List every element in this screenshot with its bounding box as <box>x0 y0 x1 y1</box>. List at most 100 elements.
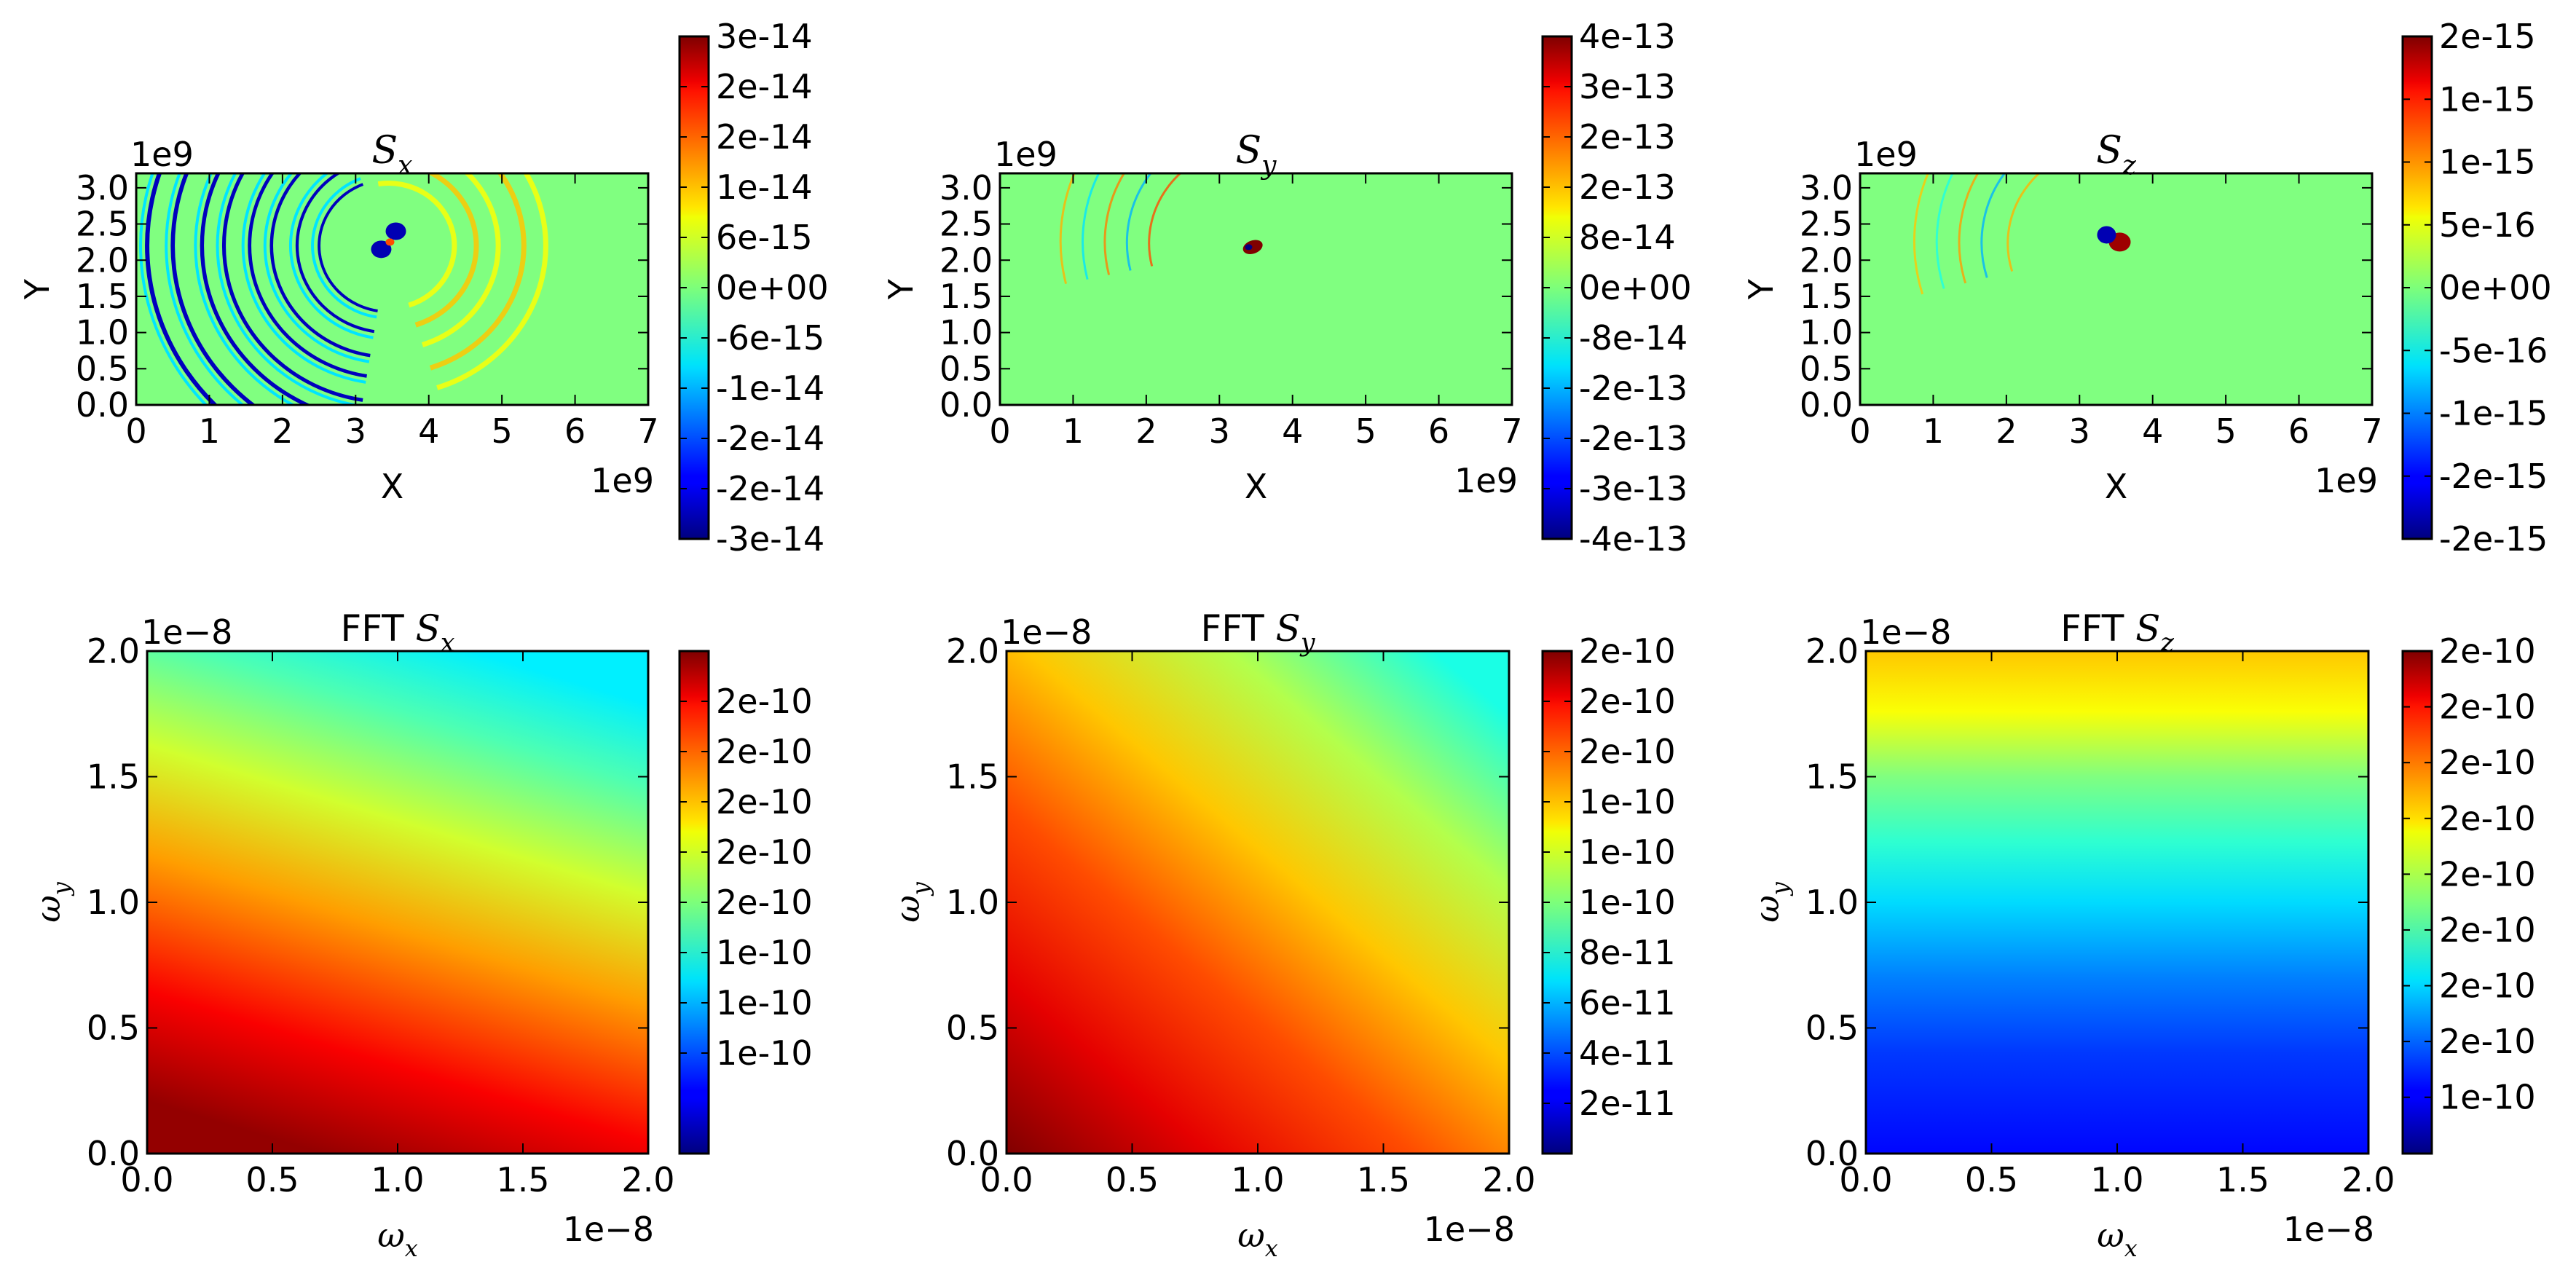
y-tick-label: 0.5 <box>1800 349 1853 388</box>
x-tick-label: 1.0 <box>371 1160 424 1199</box>
colorbar-tick-label: 1e-10 <box>716 983 813 1022</box>
y-tick-label: 1.0 <box>1800 313 1853 352</box>
x-tick-label: 2 <box>1135 411 1157 451</box>
colorbar-tick-label: -2e-13 <box>1579 419 1687 458</box>
colorbar-tick-label: 2e-13 <box>1579 168 1676 207</box>
y-tick-label: 1.5 <box>946 757 999 797</box>
x-tick-label: 1.5 <box>496 1160 549 1199</box>
colorbar-tick-label: 2e-10 <box>2439 743 2536 782</box>
colorbar-tick-label: 1e-10 <box>716 933 813 972</box>
x-tick-label: 1 <box>199 411 220 451</box>
x-axis-label: X <box>381 467 404 506</box>
colorbar: 2e-15 1e-15 1e-15 5e-16 0e+00 -5e-16 -1e-15 -2e… <box>2401 17 2552 559</box>
colorbar-tick-label: -1e-15 <box>2439 394 2548 433</box>
colorbar-tick-label: -3e-13 <box>1579 469 1687 508</box>
colorbar-tick-label: 0e+00 <box>716 268 829 307</box>
colorbar-tick-label: 5e-16 <box>2439 205 2536 245</box>
y-tick-label: 0.0 <box>76 385 129 425</box>
colorbar-tick-label: 2e-10 <box>716 682 813 721</box>
colorbar-tick-label: 2e-10 <box>2439 910 2536 950</box>
colorbar-tick-label: 2e-13 <box>1579 117 1676 157</box>
colorbar-tick-label: 3e-14 <box>716 17 813 56</box>
x-tick-label: 3 <box>345 411 366 451</box>
y-tick-label: 2.0 <box>1800 240 1853 280</box>
y-tick-label: 1.5 <box>87 757 140 797</box>
colorbar-tick-label: -2e-15 <box>2439 519 2548 559</box>
colorbar-tick-label: 2e-10 <box>1579 682 1676 721</box>
y-tick-label: 0.0 <box>87 1134 140 1173</box>
x-offset-label: 1e−8 <box>563 1210 654 1249</box>
x-tick-label: 0 <box>125 411 146 451</box>
y-tick-label: 3.0 <box>940 168 993 208</box>
colorbar-tick-label: 2e-10 <box>1579 732 1676 771</box>
x-tick-label: 0.5 <box>1965 1160 2018 1199</box>
colorbar-tick-label: 2e-10 <box>2439 631 2536 671</box>
x-tick-label: 0.0 <box>120 1160 173 1199</box>
x-tick-label: 2 <box>272 411 293 451</box>
colorbar-tick-label: 1e-14 <box>716 168 813 207</box>
y-tick-label: 0.5 <box>76 349 129 388</box>
colorbar-tick-label: 1e-15 <box>2439 79 2536 119</box>
y-axis-label: ωy <box>888 881 934 923</box>
colorbar: 2e-10 2e-10 2e-10 2e-10 2e-10 2e-10 2e-10 2e-10… <box>2401 631 2536 1155</box>
x-tick-label: 0.0 <box>1839 1160 1892 1199</box>
colorbar-tick-label: 8e-11 <box>1579 933 1676 972</box>
colorbar-tick-label: 2e-10 <box>2439 1022 2536 1061</box>
x-tick-label: 1.0 <box>1231 1160 1284 1199</box>
colorbar-tick-label: 1e-10 <box>2439 1078 2536 1117</box>
x-tick-label: 6 <box>1428 411 1449 451</box>
colorbar-tick-label: 2e-10 <box>2439 799 2536 838</box>
y-tick-label: 2.5 <box>940 205 993 244</box>
colorbar-tick-label: -4e-13 <box>1579 519 1687 559</box>
x-tick-label: 1.5 <box>1357 1160 1410 1199</box>
y-tick-label: 0.5 <box>87 1009 140 1048</box>
subplot-fsx: 0.0 0.5 1.0 1.5 2.00.00.51.01.52.0 1e−81e−8FF… <box>28 607 813 1262</box>
colorbar-tick-label: 4e-11 <box>1579 1033 1676 1073</box>
x-tick-label: 6 <box>2288 411 2309 451</box>
colorbar-tick-label: 8e-14 <box>1579 218 1676 257</box>
y-tick-label: 0.0 <box>940 385 993 425</box>
plot-title: FFT Sy <box>1200 607 1315 658</box>
subplot-sy: 0 1 2 3 4 5 6 70.00.51.01.52.02.53.01e91e9SyXY4… <box>881 17 1692 559</box>
y-tick-label: 2.0 <box>87 631 140 671</box>
colorbar-tick-label: 6e-15 <box>716 218 813 257</box>
colorbar-tick-label: -8e-14 <box>1579 318 1687 358</box>
heatmap-image <box>1000 173 1512 405</box>
x-tick-label: 0.5 <box>245 1160 299 1199</box>
y-tick-label: 2.5 <box>76 205 129 244</box>
axes-frame <box>1859 172 2374 406</box>
colorbar-tick-label: 2e-14 <box>716 67 813 106</box>
y-tick-label: 1.0 <box>946 883 999 922</box>
heatmap-image <box>1007 651 1509 1154</box>
y-tick-label: 1.5 <box>1805 757 1859 797</box>
y-axis-label: Y <box>1741 278 1781 300</box>
colorbar-tick-label: 2e-10 <box>716 782 813 821</box>
plot-title: FFT Sx <box>340 607 454 658</box>
y-tick-label: 0.0 <box>946 1134 999 1173</box>
axes-frame <box>135 172 650 406</box>
x-tick-label: 0.5 <box>1106 1160 1159 1199</box>
x-offset-label: 1e−8 <box>2283 1210 2374 1249</box>
x-tick-label: 4 <box>1282 411 1303 451</box>
heatmap-image <box>1860 173 2372 405</box>
colorbar-tick-label: 2e-10 <box>716 883 813 922</box>
colorbar-tick-label: 4e-13 <box>1579 17 1676 56</box>
x-tick-label: 7 <box>637 411 658 451</box>
y-tick-label: 0.0 <box>1800 385 1853 425</box>
colorbar: 4e-13 3e-13 2e-13 2e-13 8e-14 0e+00 -8e-14 -2e-… <box>1541 17 1692 559</box>
x-tick-label: 6 <box>564 411 586 451</box>
x-tick-label: 0.0 <box>980 1160 1033 1199</box>
heatmap-image <box>147 651 648 1154</box>
colorbar-tick-label: 1e-10 <box>1579 782 1676 821</box>
colorbar-tick-label: -6e-15 <box>716 318 824 358</box>
y-offset-label: 1e−8 <box>141 612 232 652</box>
y-tick-label: 2.0 <box>940 240 993 280</box>
colorbar-tick-label: 2e-10 <box>716 732 813 771</box>
subplot-sx: 0 1 2 3 4 5 6 70.00.51.01.52.02.53.01e91e9SxXY3… <box>17 17 829 559</box>
y-tick-label: 1.0 <box>76 313 129 352</box>
colorbar-tick-label: -3e-14 <box>716 519 824 559</box>
colorbar: 2e-10 2e-10 2e-10 2e-10 2e-10 1e-10 1e-10 1e-10 <box>678 650 813 1155</box>
colorbar-tick-label: 1e-10 <box>1579 832 1676 872</box>
colorbar-tick-label: 2e-10 <box>716 832 813 872</box>
y-tick-label: 3.0 <box>76 168 129 208</box>
